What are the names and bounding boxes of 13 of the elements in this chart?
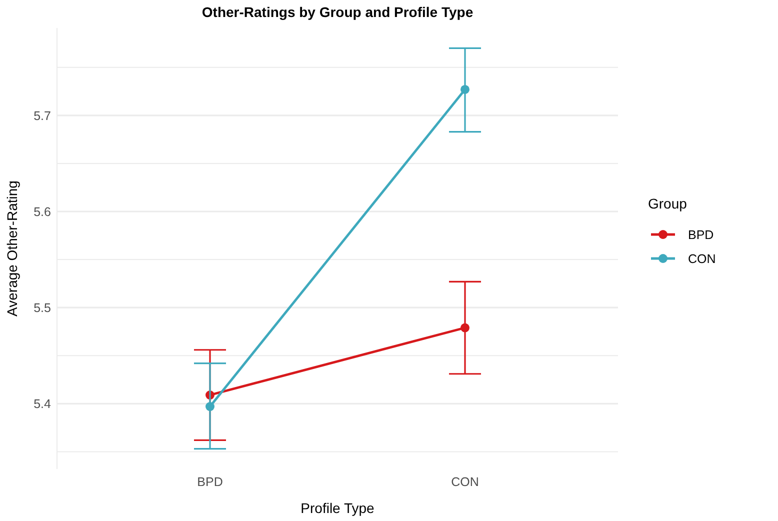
chart-title: Other-Ratings by Group and Profile Type xyxy=(202,4,474,20)
x-axis-title: Profile Type xyxy=(300,500,375,516)
y-tick-label: 5.6 xyxy=(34,204,52,219)
point xyxy=(460,323,470,332)
point xyxy=(206,402,214,412)
y-tick-label: 5.5 xyxy=(34,300,52,315)
legend-title: Group xyxy=(648,196,688,212)
y-tick-label: 5.7 xyxy=(34,108,52,123)
legend-label: BPD xyxy=(688,228,714,242)
y-axis-title: Average Other-Rating xyxy=(4,180,20,316)
point xyxy=(460,84,470,94)
y-tick-label: 5.4 xyxy=(34,397,52,412)
legend-label: CON xyxy=(688,252,716,266)
